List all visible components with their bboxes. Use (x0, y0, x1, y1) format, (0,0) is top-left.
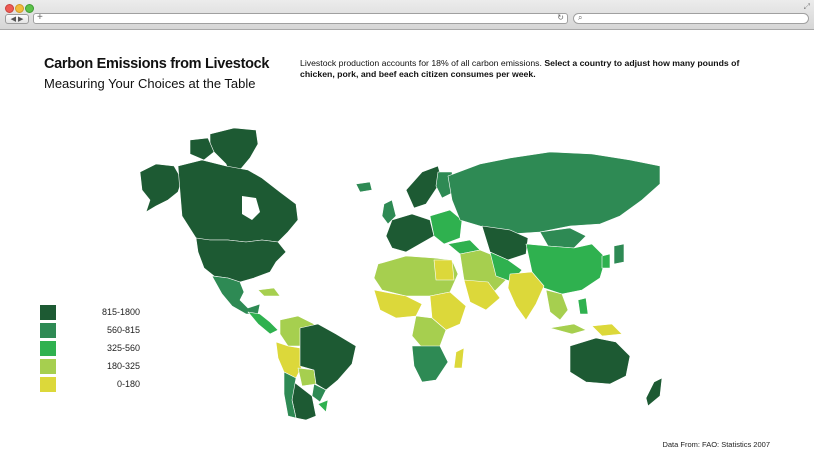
country-india[interactable] (507, 271, 545, 321)
country-madagascar[interactable] (453, 347, 465, 369)
country-cuba[interactable] (257, 287, 281, 297)
country-chile[interactable] (283, 371, 297, 419)
country-new-zealand[interactable] (645, 377, 663, 407)
country-australia[interactable] (569, 337, 631, 385)
legend-item: 325-560 (40, 340, 140, 358)
legend-item: 0-180 (40, 376, 140, 394)
legend-label: 325-560 (106, 343, 140, 353)
country-indonesia-east[interactable] (591, 323, 623, 337)
country-peru[interactable] (275, 341, 303, 379)
country-russia[interactable] (447, 151, 661, 235)
legend-item: 815-1800 (40, 304, 140, 322)
country-central-america[interactable] (247, 311, 279, 335)
data-source-credit: Data From: FAO: Statistics 2007 (662, 440, 770, 449)
country-paraguay[interactable] (311, 383, 327, 403)
url-input[interactable]: + ↻ (33, 12, 568, 24)
legend-swatch (40, 377, 56, 392)
world-map (139, 127, 663, 420)
country-argentina[interactable] (291, 381, 317, 420)
country-western-europe[interactable] (385, 213, 435, 253)
fullscreen-icon[interactable]: ⤢ (803, 2, 810, 11)
intro-instruction-text: Select a country to adjust how many poun… (300, 58, 740, 79)
back-forward-button[interactable]: ◀ ▶ (5, 14, 29, 24)
country-mexico[interactable] (211, 275, 261, 315)
country-iceland[interactable] (355, 181, 373, 193)
country-uruguay[interactable] (317, 399, 329, 413)
reload-icon[interactable]: ↻ (557, 13, 564, 22)
legend-label: 815-1800 (101, 307, 140, 317)
country-indonesia[interactable] (549, 323, 587, 335)
country-southern-africa[interactable] (411, 345, 449, 383)
country-brazil[interactable] (299, 323, 357, 391)
country-saudi-arabia[interactable] (463, 279, 501, 311)
legend-label: 180-325 (106, 361, 140, 371)
hudson-bay (242, 196, 260, 220)
country-bolivia[interactable] (297, 367, 317, 387)
legend-swatch (40, 341, 56, 356)
country-southeast-asia[interactable] (545, 289, 569, 321)
legend-swatch (40, 359, 56, 374)
add-bookmark-icon[interactable]: + (37, 12, 43, 23)
country-mongolia[interactable] (539, 227, 587, 249)
search-input[interactable]: ⌕ (573, 13, 809, 24)
country-usa[interactable] (195, 237, 287, 283)
country-usa-alaska[interactable] (139, 163, 183, 213)
map-legend: 815-1800 560-815 325-560 180-325 0-180 (40, 304, 140, 394)
legend-item: 560-815 (40, 322, 140, 340)
intro-text: Livestock production accounts for 18% of… (300, 58, 770, 80)
country-japan[interactable] (613, 243, 625, 265)
country-philippines[interactable] (577, 297, 589, 315)
legend-label: 560-815 (106, 325, 140, 335)
close-window-icon[interactable] (5, 4, 14, 13)
browser-chrome: ⤢ ◀ ▶ + ↻ ⌕ (0, 0, 814, 30)
search-icon: ⌕ (578, 13, 583, 22)
country-canada[interactable] (177, 159, 299, 243)
country-korea[interactable] (601, 253, 611, 269)
intro-plain-text: Livestock production accounts for 18% of… (300, 58, 545, 68)
legend-item: 180-325 (40, 358, 140, 376)
country-egypt[interactable] (433, 259, 455, 281)
zoom-window-icon[interactable] (25, 4, 34, 13)
country-eastern-europe[interactable] (429, 209, 463, 245)
page-title: Carbon Emissions from Livestock (44, 56, 270, 72)
country-canada-arctic-islands[interactable] (189, 137, 215, 161)
page-subtitle: Measuring Your Choices at the Table (44, 76, 256, 91)
legend-swatch (40, 305, 56, 320)
legend-label: 0-180 (116, 379, 140, 389)
minimize-window-icon[interactable] (15, 4, 24, 13)
legend-swatch (40, 323, 56, 338)
